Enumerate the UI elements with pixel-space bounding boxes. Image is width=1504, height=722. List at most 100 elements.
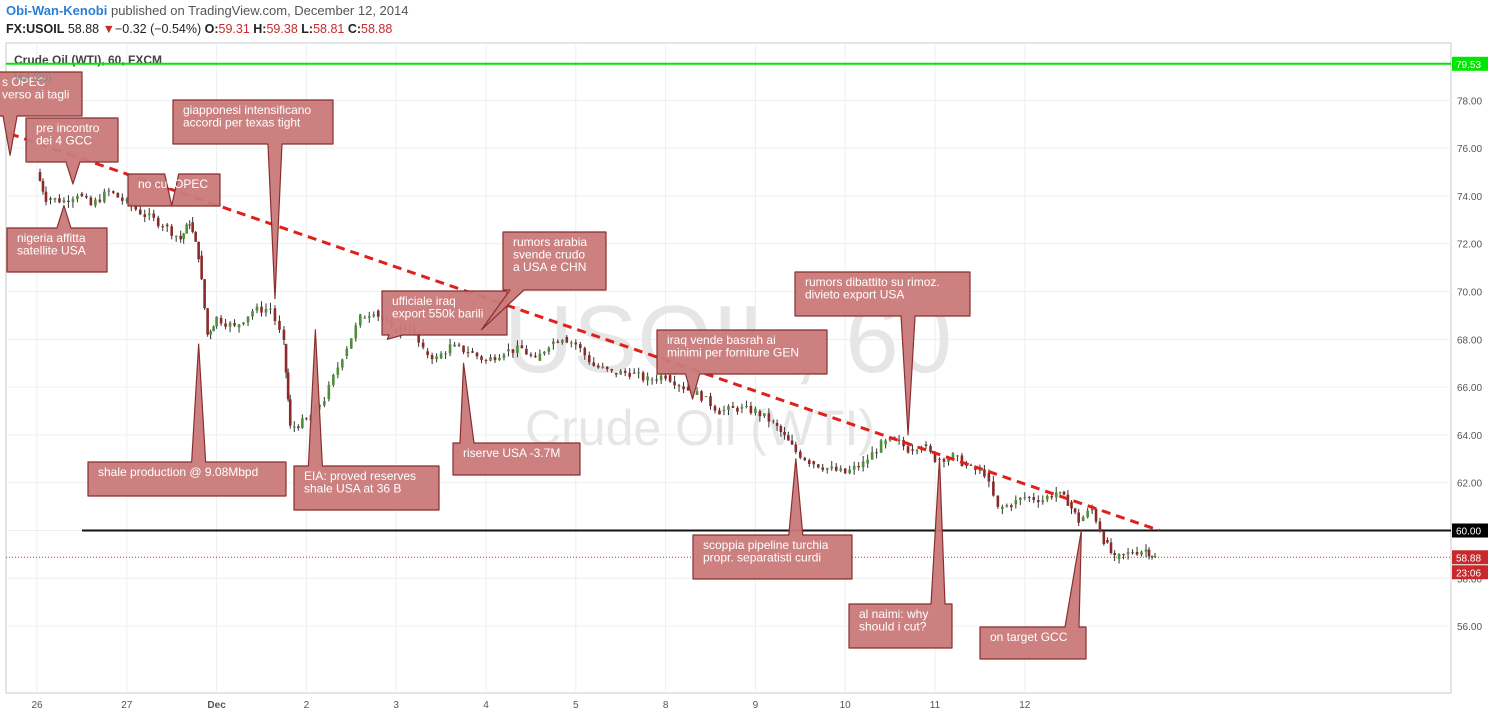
candle-body: [547, 347, 551, 352]
candle-body: [292, 426, 296, 428]
watermark-name: Crude Oil (WTI): [525, 400, 875, 456]
close-value: 58.88: [361, 22, 393, 36]
candle-body: [996, 495, 1000, 507]
price-marker-label: 79.53: [1456, 60, 1481, 71]
candle-body: [875, 452, 878, 454]
candle-body: [1014, 500, 1018, 505]
candle-body: [1036, 499, 1040, 503]
candle-body: [197, 241, 200, 260]
candle-body: [462, 345, 465, 353]
candle-body: [466, 352, 470, 354]
candle-body: [1102, 531, 1106, 545]
x-tick-label: 9: [753, 700, 759, 711]
y-tick-label: 58.00: [1457, 574, 1482, 585]
candle-body: [286, 372, 290, 400]
high-value: 59.38: [266, 22, 298, 36]
candle-body: [1027, 497, 1031, 499]
candle-body: [448, 344, 452, 354]
candle-body: [745, 405, 748, 408]
candle-body: [803, 457, 807, 461]
annotation-text: rumors dibattito su rimoz.: [805, 275, 940, 289]
annotation-text: giapponesi intensificano: [183, 103, 311, 117]
candle-body: [255, 306, 259, 311]
candle-body: [376, 310, 380, 317]
candle-body: [209, 331, 212, 335]
candle-body: [49, 198, 52, 200]
candle-body: [264, 308, 268, 313]
candle-body: [179, 235, 182, 240]
candle-body: [212, 326, 215, 332]
candle-body: [969, 464, 973, 466]
candle-body: [807, 460, 811, 464]
candle-body: [67, 200, 70, 203]
candle-body: [866, 459, 869, 464]
candle-body: [713, 406, 717, 411]
candle-body: [1106, 540, 1109, 543]
annotation-text: dei 4 GCC: [36, 134, 92, 148]
candle-body: [182, 233, 185, 239]
candle-body: [121, 197, 124, 201]
candle-body: [960, 455, 964, 467]
y-tick-label: 74.00: [1457, 192, 1482, 203]
annotation-callout: [480, 231, 607, 331]
candle-body: [825, 468, 829, 470]
candle-body: [1150, 556, 1154, 558]
candle-body: [565, 336, 569, 343]
candle-body: [107, 190, 111, 192]
candle-body: [1090, 508, 1094, 511]
symbol-quote-line: FX:USOIL 58.88 ▼−0.32 (−0.54%) O:59.31 H…: [6, 22, 392, 36]
candle-body: [861, 461, 865, 468]
candle-body: [278, 320, 281, 330]
candle-body: [790, 440, 794, 445]
candle-body: [857, 465, 860, 468]
candle-body: [288, 399, 292, 426]
candle-body: [610, 369, 614, 371]
candle-body: [1041, 500, 1045, 503]
candle-body: [200, 255, 203, 280]
candle-body: [587, 355, 591, 363]
candle-body: [534, 355, 537, 358]
candle-body: [664, 375, 667, 379]
candle-body: [641, 372, 645, 381]
annotation-text: on target GCC: [990, 630, 1068, 644]
candle-body: [632, 372, 636, 374]
candle-body: [1073, 508, 1077, 513]
annotation-text: divieto export USA: [805, 288, 904, 302]
candle-body: [1109, 542, 1113, 554]
annotation-callout: [794, 271, 971, 436]
candle-body: [556, 341, 560, 343]
last-price: 58.88: [67, 22, 100, 36]
annotation-text: iraq vende basrah ai: [667, 333, 776, 347]
x-tick-label: 2: [304, 700, 310, 711]
candle-body: [772, 420, 775, 422]
candle-body: [605, 366, 609, 370]
annotation-text: satellite USA: [17, 244, 86, 258]
y-tick-label: 64.00: [1457, 431, 1482, 442]
countdown-marker: [1452, 565, 1488, 580]
candle-body: [471, 351, 474, 353]
candle-body: [929, 445, 932, 452]
candle-body: [740, 407, 744, 409]
high-label: H:: [253, 22, 267, 36]
x-tick-label: 11: [930, 700, 941, 711]
candle-body: [646, 376, 649, 381]
candle-body: [659, 375, 663, 381]
y-tick-label: 70.00: [1457, 288, 1482, 299]
candle-body: [224, 323, 227, 327]
published-text: published on TradingView.com, December 1…: [110, 3, 409, 18]
annotation-callout: [979, 529, 1087, 660]
y-tick-label: 78.00: [1457, 96, 1482, 107]
annotation-text: propr. separatisti curdi: [703, 551, 821, 565]
annotation-callout: [293, 329, 440, 511]
candle-body: [484, 360, 488, 362]
candle-body: [53, 198, 57, 200]
annotation-callout: [848, 458, 953, 649]
candle-body: [367, 316, 371, 318]
author-link[interactable]: Obi-Wan-Kenobi: [6, 3, 108, 18]
open-label: O:: [204, 22, 219, 36]
candle-body: [596, 365, 600, 368]
y-tick-label: 72.00: [1457, 240, 1482, 251]
annotation-text: should i cut?: [859, 620, 927, 634]
publish-info: Obi-Wan-Kenobi published on TradingView.…: [6, 3, 408, 18]
